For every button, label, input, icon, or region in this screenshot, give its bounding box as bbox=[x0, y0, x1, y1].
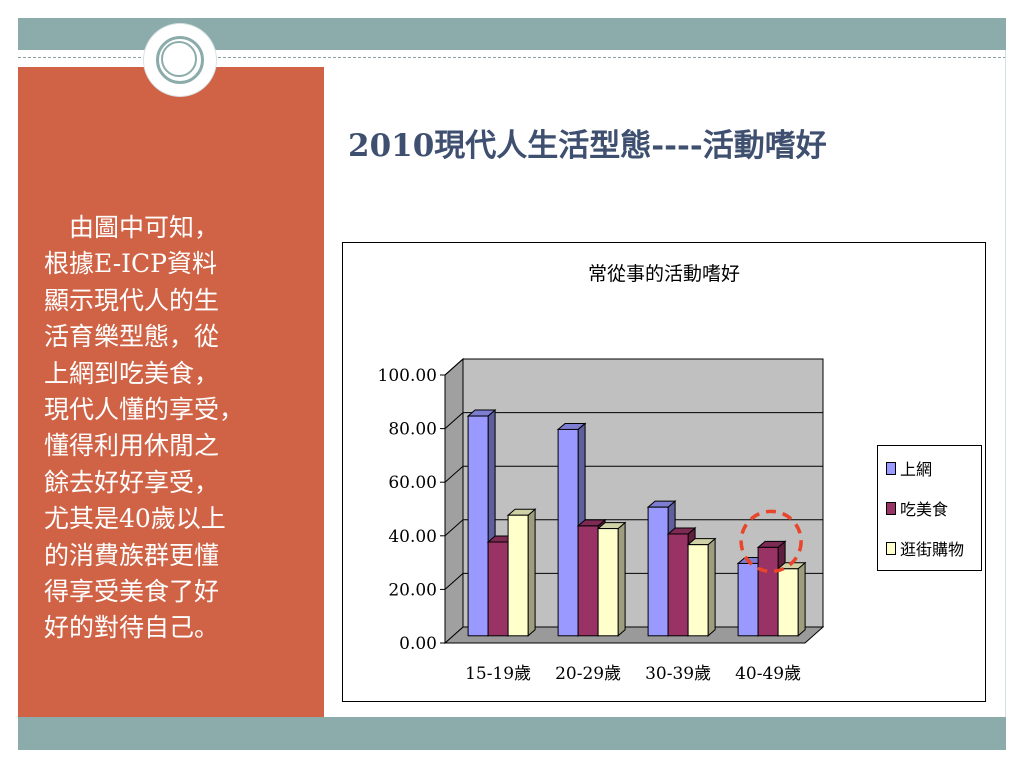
bar-side bbox=[707, 537, 716, 637]
legend-item-1: 吃美食 bbox=[886, 496, 948, 520]
gridline-side bbox=[444, 465, 464, 483]
gridline-side bbox=[444, 519, 464, 537]
bar bbox=[757, 546, 779, 637]
y-tick-label: 0.00 bbox=[399, 634, 437, 654]
right-divider bbox=[1005, 50, 1006, 717]
y-tick-label: 40.00 bbox=[388, 527, 437, 547]
x-tick-label: 20-29歲 bbox=[555, 664, 621, 684]
gridline-side bbox=[444, 412, 464, 429]
bar bbox=[557, 428, 579, 637]
bar bbox=[507, 514, 529, 637]
bar bbox=[487, 541, 509, 637]
bar-side bbox=[797, 561, 806, 637]
body-text: 由圖中可知， 根據E-ICP資料 顯示現代人的生 活育樂型態，從 上網到吃美食，… bbox=[44, 213, 245, 643]
bar bbox=[577, 525, 599, 637]
bar bbox=[737, 562, 759, 637]
bar-side bbox=[527, 508, 536, 637]
legend-item-0: 上網 bbox=[886, 456, 932, 480]
slide-title: 2010現代人生活型態----活動嗜好 bbox=[348, 128, 827, 164]
chart-canvas: 0.00 20.00 40.00 60.00 80.00 100.00 15-19歲 20-2… bbox=[378, 357, 825, 684]
bar bbox=[777, 568, 799, 637]
bar bbox=[467, 415, 489, 637]
bar-side bbox=[617, 521, 626, 637]
x-tick-label: 40-49歲 bbox=[735, 664, 801, 684]
bar bbox=[647, 506, 669, 637]
y-tick-label: 20.00 bbox=[388, 580, 437, 600]
gridline-side bbox=[444, 573, 464, 590]
gridline-side bbox=[444, 358, 464, 376]
bar bbox=[667, 533, 689, 637]
legend-item-2: 逛街購物 bbox=[886, 536, 964, 560]
ornament-inner-ring bbox=[161, 41, 197, 77]
chart-title: 常從事的活動嗜好 bbox=[587, 263, 740, 285]
legend-swatch-0 bbox=[886, 461, 896, 475]
bar bbox=[687, 544, 709, 637]
legend-label-2: 逛街購物 bbox=[900, 540, 965, 559]
legend-label-1: 吃美食 bbox=[900, 500, 949, 519]
circle-ornament-icon bbox=[144, 24, 216, 96]
chart-legend: 上網 吃美食 逛街購物 bbox=[877, 445, 982, 571]
highlight-circle bbox=[739, 509, 803, 574]
side-panel bbox=[18, 67, 324, 717]
y-tick-label: 80.00 bbox=[388, 420, 437, 440]
chart-frame: 0.00 20.00 40.00 60.00 80.00 100.00 15-19歲 20-2… bbox=[342, 242, 986, 702]
bottom-band bbox=[18, 717, 1006, 750]
bar bbox=[597, 528, 619, 637]
header-divider bbox=[18, 57, 1006, 58]
plot-side-wall bbox=[444, 357, 464, 645]
legend-swatch-1 bbox=[886, 501, 896, 515]
legend-label-0: 上網 bbox=[900, 460, 933, 479]
ornament-outer-ring bbox=[156, 36, 204, 84]
x-tick-label: 15-19歲 bbox=[465, 664, 531, 684]
legend-swatch-2 bbox=[886, 541, 896, 555]
y-tick-label: 100.00 bbox=[378, 366, 437, 386]
x-tick-label: 30-39歲 bbox=[645, 664, 711, 684]
y-tick-label: 60.00 bbox=[388, 473, 437, 493]
